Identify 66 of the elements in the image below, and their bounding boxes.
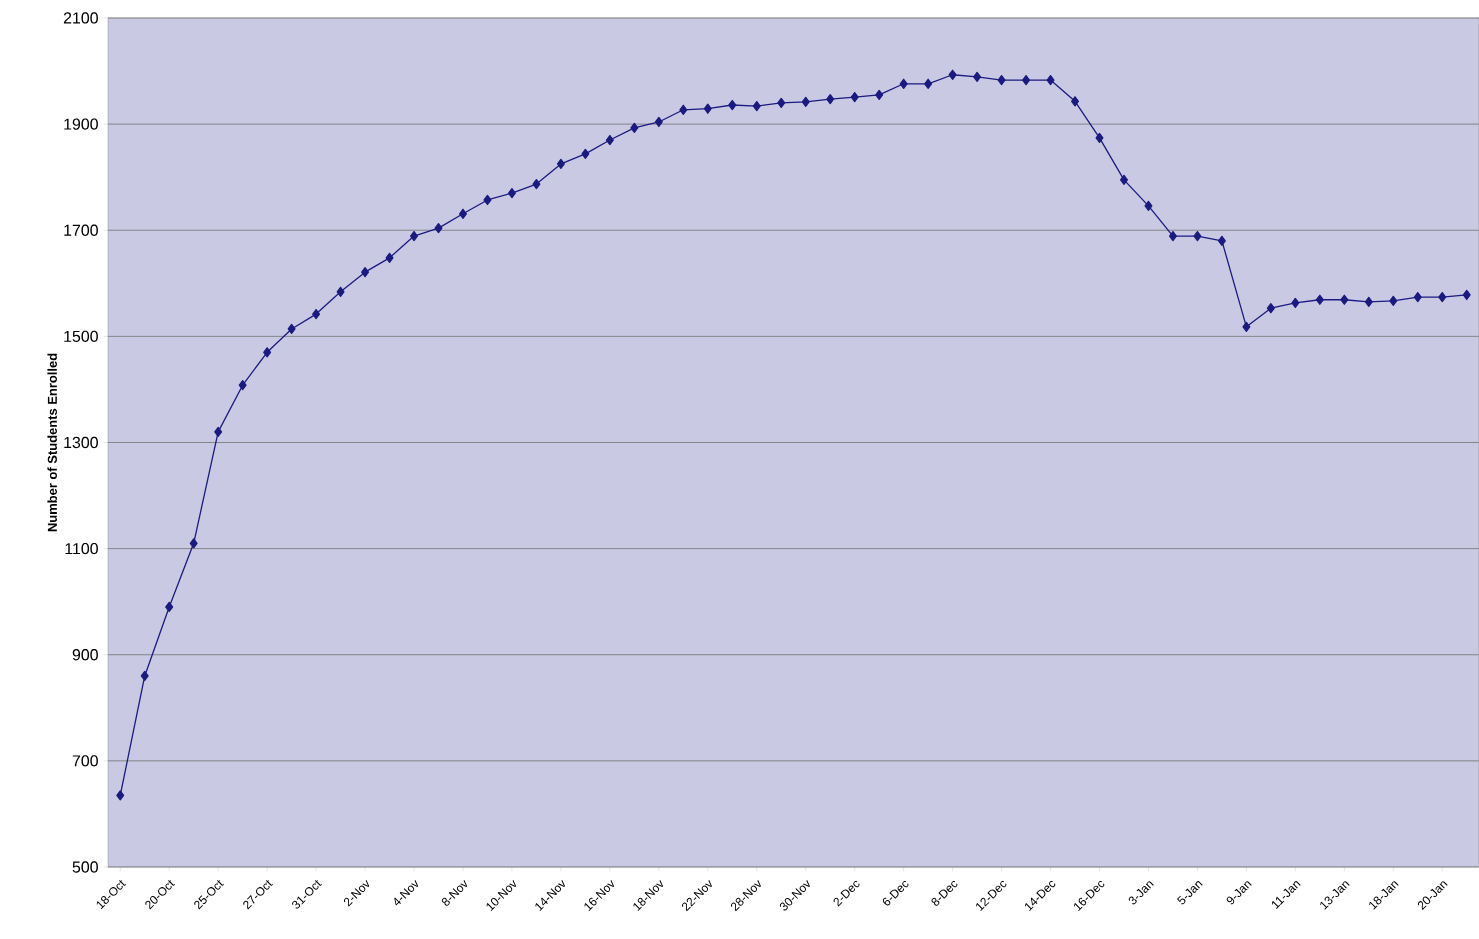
- y-tick-label: 1300: [64, 436, 98, 449]
- y-tick-label: 500: [72, 861, 98, 873]
- point: [948, 69, 957, 80]
- point: [165, 601, 174, 613]
- point: [826, 94, 835, 105]
- y-tick-label: 2100: [63, 12, 98, 24]
- point: [654, 116, 663, 128]
- point: [214, 426, 223, 438]
- point: [287, 323, 296, 335]
- point: [1438, 291, 1447, 303]
- point: [116, 790, 125, 801]
- y-tick-label: 1900: [64, 118, 98, 130]
- point: [385, 252, 394, 263]
- point: [924, 78, 933, 89]
- point: [1022, 74, 1031, 86]
- point: [1168, 230, 1177, 242]
- y-tick-label: 1500: [64, 330, 98, 343]
- point: [777, 97, 786, 109]
- point: [1144, 200, 1153, 211]
- point: [875, 89, 884, 101]
- y-tick-label: 900: [72, 649, 98, 661]
- point: [1046, 74, 1055, 86]
- point: [850, 91, 859, 103]
- y-axis-title: Number of Students Enrolled: [47, 353, 57, 532]
- point: [532, 178, 541, 190]
- point: [997, 74, 1006, 86]
- point: [1315, 294, 1324, 305]
- point: [189, 538, 198, 549]
- point: [140, 670, 149, 682]
- point: [728, 99, 737, 111]
- point: [752, 100, 761, 112]
- point: [1119, 174, 1128, 185]
- point: [410, 230, 419, 242]
- point: [1095, 132, 1104, 144]
- point: [238, 380, 247, 391]
- point: [263, 347, 272, 358]
- point: [312, 308, 321, 320]
- point: [1413, 291, 1422, 303]
- point: [1364, 296, 1373, 307]
- point: [1291, 297, 1300, 309]
- point: [899, 78, 908, 89]
- point: [703, 103, 712, 114]
- point: [1340, 294, 1349, 305]
- point: [507, 187, 516, 199]
- y-tick-label: 700: [72, 755, 98, 767]
- point: [1242, 321, 1251, 332]
- point: [1217, 235, 1226, 246]
- point: [434, 222, 443, 234]
- point: [1462, 289, 1471, 301]
- point: [556, 158, 565, 170]
- point: [458, 208, 467, 219]
- point: [1389, 295, 1398, 306]
- point: [679, 104, 688, 115]
- point: [630, 122, 639, 133]
- point: [483, 194, 492, 206]
- point: [1071, 96, 1080, 107]
- point: [801, 96, 810, 107]
- point: [361, 267, 370, 278]
- point: [1266, 303, 1275, 314]
- point: [1193, 230, 1202, 242]
- y-tick-label: 1100: [65, 542, 98, 555]
- point: [336, 286, 345, 297]
- point: [581, 148, 590, 159]
- point: [605, 134, 614, 146]
- y-tick-label: 1700: [64, 224, 98, 236]
- point: [973, 71, 982, 83]
